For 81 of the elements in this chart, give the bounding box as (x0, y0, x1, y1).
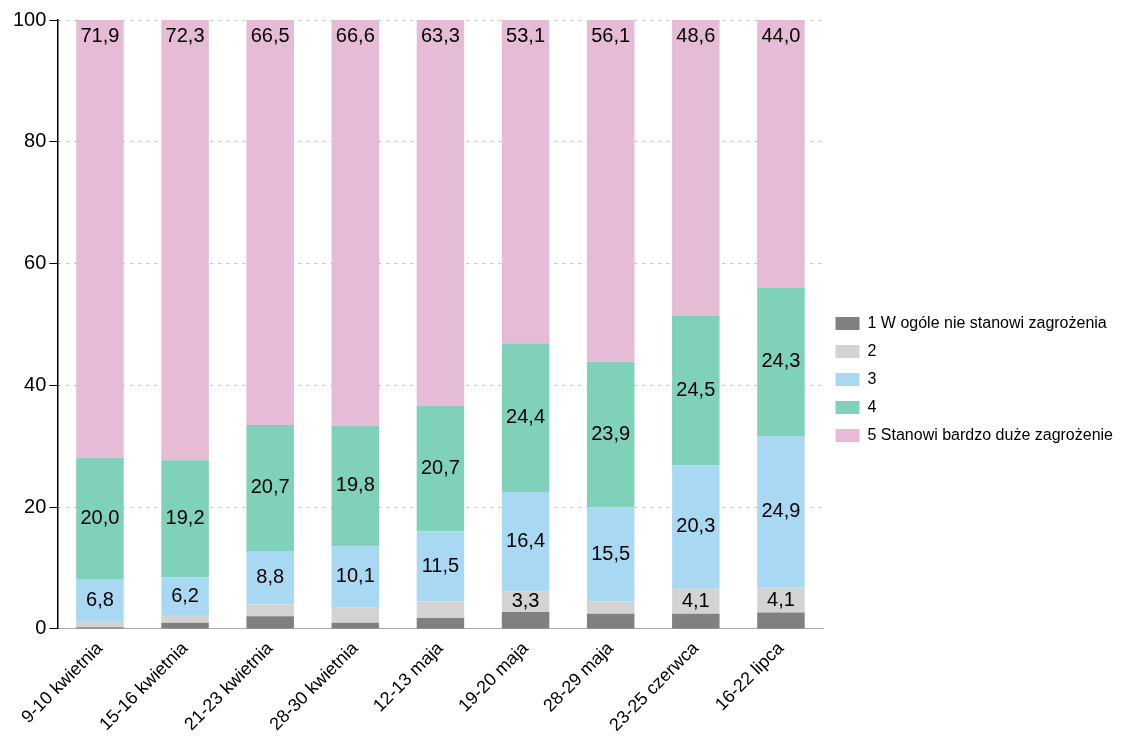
bar (757, 435, 805, 588)
bar (76, 579, 124, 622)
y-tick-label: 80 (24, 129, 47, 152)
data-label: 4,1 (681, 588, 710, 611)
legend-label: 1 W ogóle nie stanowi zagrożenia (867, 313, 1107, 331)
data-label: 24,9 (761, 499, 801, 522)
bar (76, 457, 124, 580)
y-tick-label: 20 (24, 494, 47, 517)
data-label: 44,0 (761, 23, 801, 46)
data-label: 6,8 (86, 587, 114, 610)
data-label: 63,3 (420, 23, 460, 46)
data-label: 53,1 (506, 23, 546, 46)
data-label: 23,9 (591, 421, 631, 444)
legend-label: 4 (867, 397, 877, 415)
data-label: 8,8 (256, 565, 285, 588)
data-label: 20,0 (80, 506, 120, 529)
bar (672, 315, 720, 466)
bar (161, 20, 209, 461)
bar (586, 613, 635, 629)
bar (416, 20, 465, 406)
bar (501, 343, 550, 492)
data-label: 10,1 (335, 564, 375, 587)
data-label: 24,5 (676, 378, 716, 401)
bar (586, 507, 635, 602)
data-label: 66,6 (335, 23, 375, 46)
bar (672, 465, 720, 589)
data-label: 56,1 (591, 23, 631, 46)
bar (161, 622, 209, 629)
data-label: 20,3 (676, 514, 716, 537)
data-label: 24,3 (761, 349, 801, 372)
bar (161, 460, 209, 578)
bar (416, 531, 465, 602)
bar (501, 20, 550, 344)
bar (416, 405, 465, 532)
data-label: 6,2 (171, 583, 199, 606)
data-label: 3,3 (511, 589, 540, 612)
bar (246, 20, 294, 425)
data-label: 71,9 (80, 23, 120, 46)
bar (161, 577, 209, 615)
data-label: 20,7 (420, 456, 460, 479)
bar (586, 601, 635, 614)
data-label: 72,3 (165, 23, 205, 46)
bar (331, 425, 380, 547)
bar (161, 614, 209, 623)
bar (246, 424, 294, 552)
y-tick-label: 0 (35, 616, 47, 639)
bar (331, 607, 380, 623)
bar (416, 601, 465, 618)
bar (501, 491, 550, 592)
data-label: 66,5 (250, 23, 290, 46)
data-label: 15,5 (591, 541, 631, 564)
y-tick-label: 40 (24, 372, 47, 395)
data-label: 48,6 (676, 23, 716, 46)
bar (757, 612, 805, 629)
data-label: 16,4 (506, 529, 546, 552)
bar (586, 20, 635, 362)
data-label: 4,1 (767, 587, 795, 610)
bar (416, 618, 465, 629)
data-label: 19,2 (165, 506, 205, 529)
legend-label: 3 (867, 369, 877, 387)
data-label: 19,8 (335, 473, 375, 496)
bar (246, 616, 294, 629)
bar (672, 20, 720, 316)
bar (757, 20, 805, 288)
data-label: 11,5 (421, 554, 460, 577)
data-label: 24,4 (506, 405, 546, 428)
bar (757, 287, 805, 436)
bar (76, 621, 124, 628)
legend-label: 2 (867, 341, 877, 359)
bar (246, 604, 294, 617)
bar (331, 546, 380, 608)
bar (501, 611, 550, 629)
legend-label: 5 Stanowi bardzo duże zagrożenie (867, 425, 1114, 443)
bar (331, 20, 380, 426)
bar (672, 613, 720, 629)
y-tick-label: 60 (24, 251, 47, 274)
y-tick-label: 100 (12, 7, 47, 30)
data-label: 20,7 (250, 475, 290, 498)
bar (76, 20, 124, 458)
bar (586, 361, 635, 508)
bar (246, 551, 294, 605)
